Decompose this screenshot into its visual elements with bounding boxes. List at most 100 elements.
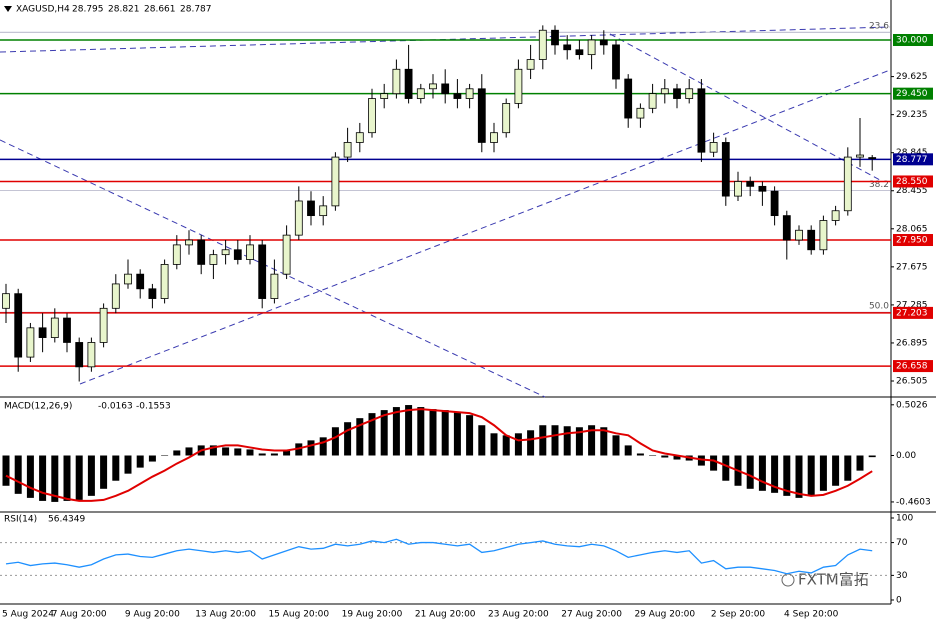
ohlc-value: 28.661 (144, 5, 176, 15)
candle-body (612, 44, 620, 80)
macd-bar (697, 455, 705, 466)
macd-bar (673, 455, 681, 460)
macd-bar (392, 407, 400, 456)
macd-bar (63, 455, 71, 501)
macd-bar (112, 455, 120, 481)
candle-body (782, 215, 791, 241)
candle-body (14, 293, 23, 358)
candle-body (538, 29, 547, 60)
trendline (0, 139, 546, 398)
y-tick-label: -0.4603 (896, 497, 931, 507)
candle-body (294, 200, 303, 236)
indicator-label: RSI(14) (4, 515, 37, 525)
trendline (79, 69, 891, 385)
ohlc-value: 28.787 (180, 5, 212, 15)
macd-bar (758, 455, 766, 491)
macd-bar (258, 453, 266, 456)
candle-body (819, 220, 828, 251)
y-tick-label: 29.625 (896, 72, 928, 82)
candle-body (709, 142, 718, 153)
macd-bar (649, 455, 657, 456)
x-tick-label: 5 Aug 2024 (2, 610, 54, 620)
candle-body (551, 29, 559, 46)
level-label: 28.550 (896, 177, 928, 187)
candle-body (868, 157, 877, 159)
candle-body (575, 49, 584, 56)
candle-body (392, 68, 401, 95)
macd-bar (722, 455, 730, 481)
ohlc-value: 28.795 (72, 5, 104, 15)
level-label: 30.000 (896, 36, 928, 46)
candle-body (2, 293, 10, 309)
indicator-value: -0.0163 (98, 402, 133, 412)
macd-bar (148, 455, 156, 462)
candle-body (563, 44, 572, 51)
candle-body (270, 273, 279, 299)
candle-body (648, 93, 657, 109)
macd-bar (636, 453, 644, 456)
x-tick-label: 4 Sep 20:00 (784, 610, 839, 620)
candle-body (587, 39, 596, 56)
macd-bar (514, 433, 522, 456)
macd-bar (307, 440, 315, 456)
x-tick-label: 27 Aug 20:00 (561, 610, 622, 620)
x-tick-label: 2 Sep 20:00 (711, 610, 766, 620)
macd-bar (161, 455, 169, 456)
candle-body (404, 68, 413, 99)
macd-bar (39, 455, 47, 501)
y-tick-label: 70 (896, 538, 908, 548)
macd-bar (832, 455, 840, 486)
x-tick-label: 9 Aug 20:00 (125, 610, 180, 620)
level-tag (893, 87, 933, 100)
macd-bar (380, 410, 388, 456)
candle-body (343, 142, 352, 158)
candle-body (465, 88, 474, 99)
y-tick-label: 28.065 (896, 224, 928, 234)
candle-body (490, 132, 498, 143)
macd-bar (331, 427, 339, 456)
level-tag (893, 360, 933, 373)
candle-body (502, 103, 511, 134)
candle-body (221, 249, 230, 256)
macd-bar (807, 455, 815, 496)
candle-body (148, 288, 157, 299)
candle-body (758, 185, 767, 192)
macd-bar (453, 412, 461, 456)
macd-bar (527, 430, 535, 456)
ohlc-value: 28.821 (108, 5, 140, 15)
macd-bar (14, 455, 22, 494)
macd-bar (624, 445, 632, 456)
x-tick-label: 29 Aug 20:00 (634, 610, 695, 620)
y-tick-label: 26.895 (896, 338, 928, 348)
candle-body (172, 244, 181, 265)
candle-body (99, 307, 108, 343)
candle-body (441, 83, 450, 95)
candle-body (209, 254, 218, 265)
y-tick-label: 0.5026 (896, 400, 928, 410)
candle-body (75, 342, 84, 368)
macd-bar (539, 425, 547, 456)
level-tag (893, 234, 933, 247)
candle-body (124, 273, 132, 285)
candle-body (282, 234, 291, 275)
candle-body (807, 229, 816, 251)
candle-body (368, 98, 376, 134)
level-label: 29.450 (896, 89, 928, 99)
macd-bar (502, 435, 510, 456)
macd-bar (270, 453, 278, 456)
y-tick-label: 30 (896, 571, 908, 581)
macd-bar (173, 450, 181, 456)
macd-bar (2, 455, 10, 486)
menu-icon (4, 6, 12, 12)
level-tag (893, 153, 933, 166)
trendline (609, 33, 881, 181)
macd-bar (588, 425, 596, 456)
candle-body (697, 88, 706, 153)
x-tick-label: 19 Aug 20:00 (342, 610, 403, 620)
candle-body (63, 317, 71, 343)
macd-bar (466, 415, 474, 456)
signal-line (5, 408, 873, 502)
candle-body (380, 93, 389, 99)
macd-bar (551, 425, 559, 456)
